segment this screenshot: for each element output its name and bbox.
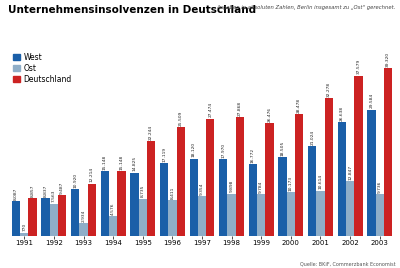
Text: 9.354: 9.354	[200, 182, 204, 195]
Text: 12.214: 12.214	[90, 167, 94, 183]
Text: 8.837: 8.837	[44, 184, 48, 197]
Text: 8.087: 8.087	[14, 188, 18, 200]
Bar	[219, 159, 228, 236]
Text: 25.509: 25.509	[179, 110, 183, 126]
Bar	[12, 201, 20, 236]
Text: 27.474: 27.474	[208, 102, 212, 117]
Text: 8.411: 8.411	[170, 186, 174, 199]
Bar	[130, 173, 139, 236]
Text: 770: 770	[22, 223, 26, 231]
Text: 22.244: 22.244	[149, 125, 153, 140]
Bar	[265, 123, 274, 236]
Bar	[354, 76, 362, 236]
Bar	[316, 191, 325, 236]
Text: 17.119: 17.119	[162, 146, 166, 162]
Text: 8.735: 8.735	[141, 185, 145, 197]
Bar	[325, 98, 333, 236]
Text: 15.148: 15.148	[103, 155, 107, 170]
Bar	[101, 171, 109, 236]
Bar	[249, 164, 257, 236]
Text: 17.970: 17.970	[221, 143, 225, 158]
Bar	[367, 110, 376, 236]
Bar	[338, 122, 346, 236]
Bar	[190, 159, 198, 236]
Bar	[50, 204, 58, 236]
Text: 32.278: 32.278	[327, 82, 331, 97]
Text: 9.898: 9.898	[230, 180, 234, 192]
Bar	[20, 233, 28, 236]
Text: 18.120: 18.120	[192, 142, 196, 157]
Bar	[228, 194, 236, 236]
Text: 9.736: 9.736	[378, 181, 382, 193]
Bar	[117, 171, 126, 236]
Text: 26.638: 26.638	[340, 106, 344, 121]
Bar	[384, 68, 392, 236]
Text: 4.576: 4.576	[111, 203, 115, 215]
Bar	[28, 198, 37, 236]
Text: 7.563: 7.563	[52, 190, 56, 202]
Bar	[198, 196, 206, 236]
Text: 28.478: 28.478	[297, 98, 301, 113]
Text: 12.847: 12.847	[348, 165, 352, 180]
Bar	[42, 198, 50, 236]
Text: 9.784: 9.784	[259, 180, 263, 193]
Text: 21.024: 21.024	[310, 130, 314, 145]
Bar	[79, 223, 88, 236]
Bar	[376, 194, 384, 236]
Text: 26.476: 26.476	[268, 107, 272, 122]
Text: Angaben in absoluten Zahlen, Berlin insgesamt zu „Ost“ gerechnet.: Angaben in absoluten Zahlen, Berlin insg…	[217, 5, 396, 10]
Text: 27.868: 27.868	[238, 100, 242, 116]
Text: Quelle: BKiF, Commerzbank Economist: Quelle: BKiF, Commerzbank Economist	[300, 262, 396, 267]
Text: 9.487: 9.487	[60, 182, 64, 194]
Text: Unternehmensinsolvenzen in Deutschland: Unternehmensinsolvenzen in Deutschland	[8, 5, 256, 15]
Bar	[58, 195, 66, 236]
Bar	[176, 127, 185, 236]
Bar	[236, 117, 244, 236]
Bar	[139, 199, 147, 236]
Text: 2.934: 2.934	[82, 210, 86, 222]
Bar	[206, 119, 214, 236]
Text: 29.584: 29.584	[370, 93, 374, 109]
Text: 14.825: 14.825	[132, 156, 136, 171]
Text: 8.857: 8.857	[30, 184, 34, 197]
Bar	[109, 216, 117, 236]
Text: 10.920: 10.920	[73, 173, 77, 188]
Bar	[147, 141, 155, 236]
Text: 18.505: 18.505	[280, 140, 284, 156]
Bar	[287, 192, 295, 236]
Bar	[71, 189, 79, 236]
Text: 15.148: 15.148	[120, 155, 124, 170]
Text: 10.173: 10.173	[289, 176, 293, 191]
Text: 39.320: 39.320	[386, 52, 390, 67]
Bar	[346, 181, 354, 236]
Bar	[257, 194, 265, 236]
Bar	[295, 114, 303, 236]
Text: 10.614: 10.614	[318, 174, 322, 189]
Text: 16.772: 16.772	[251, 148, 255, 163]
Bar	[160, 163, 168, 236]
Text: 37.579: 37.579	[356, 59, 360, 74]
Bar	[308, 146, 316, 236]
Bar	[88, 184, 96, 236]
Bar	[168, 200, 176, 236]
Legend: West, Ost, Deutschland: West, Ost, Deutschland	[12, 52, 72, 84]
Bar	[278, 157, 287, 236]
